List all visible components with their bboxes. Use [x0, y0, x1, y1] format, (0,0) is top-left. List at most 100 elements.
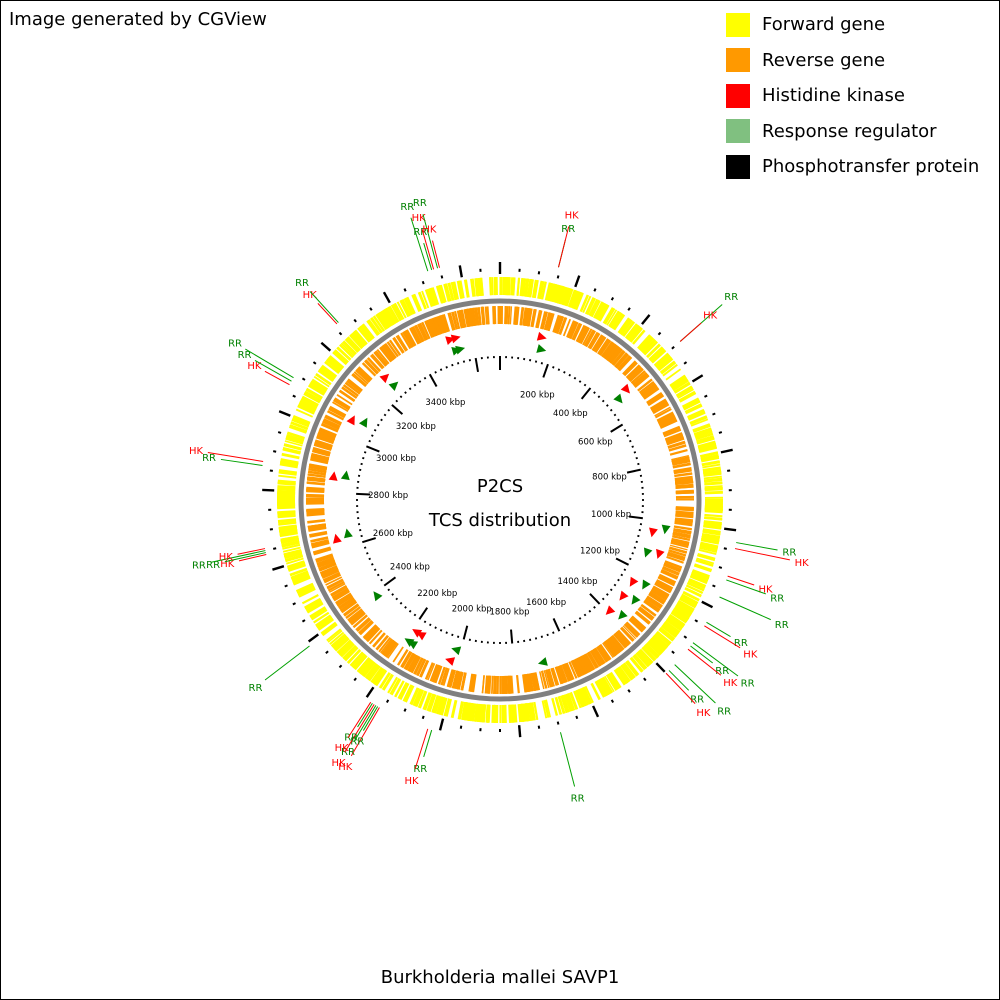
- reverse-gene-mark: [320, 423, 339, 433]
- ruler-label: 1200 kbp: [580, 546, 620, 556]
- reverse-gene-mark: [307, 523, 326, 528]
- forward-gene-mark: [682, 590, 700, 602]
- forward-gene-mark: [668, 614, 685, 628]
- outer-tick: [610, 699, 615, 704]
- forward-gene-mark: [410, 687, 420, 705]
- reverse-gene-mark: [424, 320, 433, 339]
- forward-gene-mark: [656, 356, 672, 370]
- forward-gene-mark: [311, 608, 328, 621]
- forward-gene-mark: [692, 423, 711, 432]
- forward-gene-mark: [641, 338, 656, 354]
- reverse-gene-mark: [486, 306, 490, 325]
- forward-gene-mark: [475, 703, 481, 722]
- response-regulator-mark: [455, 345, 466, 355]
- outer-tick: [369, 307, 373, 311]
- forward-gene-mark: [318, 368, 335, 382]
- ruler-tick: [615, 557, 630, 566]
- forward-gene-mark: [433, 695, 442, 714]
- forward-gene-mark: [292, 574, 311, 584]
- forward-gene-mark: [579, 294, 590, 313]
- forward-gene-mark: [285, 554, 304, 563]
- reverse-gene-mark: [656, 579, 674, 589]
- callout-line: [414, 728, 429, 770]
- reverse-gene-mark: [656, 411, 674, 423]
- forward-gene-mark: [329, 631, 345, 645]
- reverse-gene-mark: [319, 563, 337, 572]
- forward-gene-mark: [703, 471, 722, 477]
- reverse-gene-mark: [659, 416, 677, 428]
- ruler-tick: [413, 613, 417, 617]
- callout-line: [690, 645, 714, 664]
- callout-line: [254, 359, 292, 382]
- forward-gene-mark: [695, 558, 714, 567]
- forward-gene-mark: [697, 552, 716, 561]
- reverse-gene-mark: [432, 664, 440, 683]
- forward-gene-mark: [510, 704, 515, 723]
- reverse-gene-mark: [386, 341, 399, 358]
- reverse-gene-mark: [325, 576, 343, 586]
- reverse-gene-mark: [470, 673, 476, 693]
- reverse-gene-mark: [379, 346, 393, 363]
- map-title-line1: P2CS: [477, 476, 523, 497]
- reverse-gene-mark: [666, 438, 685, 446]
- reverse-gene-mark: [343, 603, 359, 616]
- ruler-tick: [387, 408, 391, 412]
- reverse-gene-mark: [457, 671, 464, 690]
- reverse-gene-mark: [672, 532, 691, 539]
- ruler-tick: [371, 563, 374, 566]
- outer-tick: [657, 331, 662, 336]
- reverse-gene-mark: [438, 666, 446, 685]
- reverse-gene-mark: [341, 386, 358, 399]
- hk-label: HK: [219, 552, 234, 563]
- reverse-gene-mark: [651, 402, 669, 413]
- reverse-gene-mark: [673, 525, 692, 531]
- callout-line: [362, 706, 379, 731]
- hk-label: HK: [220, 559, 235, 570]
- forward-gene-mark: [301, 594, 319, 605]
- reverse-gene-mark: [673, 529, 692, 535]
- ruler-tick: [542, 363, 549, 378]
- forward-gene-mark: [462, 702, 469, 721]
- rr-label: RR: [295, 278, 309, 289]
- reverse-gene-mark: [522, 674, 528, 693]
- callout-line: [357, 703, 373, 728]
- forward-gene-mark: [280, 535, 299, 542]
- reverse-gene-mark: [314, 439, 333, 448]
- reverse-gene-mark: [593, 647, 606, 665]
- reverse-gene-mark: [586, 652, 598, 669]
- forward-gene-mark: [631, 329, 646, 345]
- forward-gene-mark: [626, 324, 640, 341]
- reverse-gene-mark: [557, 665, 566, 684]
- reverse-gene-mark: [522, 307, 528, 326]
- reverse-gene-mark: [348, 609, 364, 623]
- ruler-tick: [633, 546, 637, 549]
- forward-gene-mark: [366, 663, 379, 680]
- forward-gene-mark: [545, 282, 552, 301]
- outer-tick: [610, 296, 615, 301]
- reverse-gene-mark: [592, 648, 605, 665]
- forward-gene-mark: [657, 357, 674, 372]
- forward-gene-mark: [278, 471, 297, 476]
- reverse-gene-mark: [624, 623, 639, 638]
- forward-gene-mark: [606, 673, 619, 691]
- reverse-gene-mark: [543, 670, 550, 688]
- callout-line: [421, 228, 435, 270]
- reverse-gene-mark: [455, 671, 462, 690]
- reverse-gene-mark: [648, 592, 666, 604]
- reverse-gene-mark: [435, 316, 444, 335]
- forward-gene-mark: [290, 570, 309, 580]
- outer-tick: [718, 566, 723, 569]
- reverse-gene-mark: [492, 306, 495, 325]
- ruler-tick: [360, 462, 363, 466]
- ruler-label: 2800 kbp: [368, 491, 408, 501]
- reverse-gene-mark: [472, 674, 477, 693]
- callout-line: [237, 548, 266, 555]
- ruler-tick: [363, 546, 367, 549]
- callout-line: [264, 370, 290, 386]
- reverse-gene-mark: [525, 673, 531, 692]
- rr-label: RR: [413, 227, 427, 238]
- reverse-gene-mark: [331, 587, 349, 599]
- reverse-gene-mark: [323, 573, 342, 584]
- forward-gene-mark: [387, 676, 399, 694]
- reverse-gene-mark: [484, 675, 489, 694]
